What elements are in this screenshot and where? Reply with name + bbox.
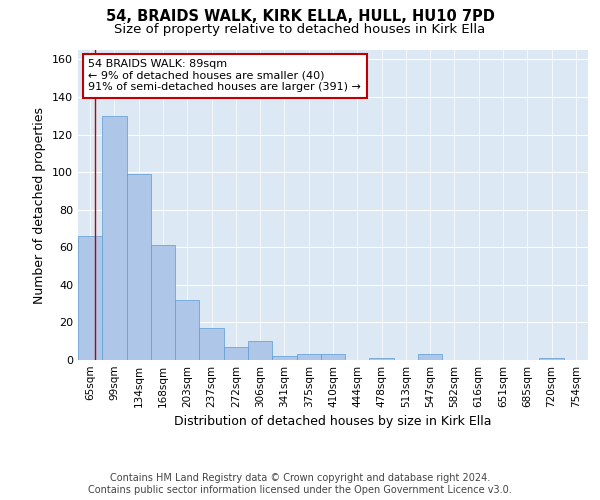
Bar — [127, 174, 151, 360]
X-axis label: Distribution of detached houses by size in Kirk Ella: Distribution of detached houses by size … — [174, 416, 492, 428]
Text: 54, BRAIDS WALK, KIRK ELLA, HULL, HU10 7PD: 54, BRAIDS WALK, KIRK ELLA, HULL, HU10 7… — [106, 9, 494, 24]
Bar — [248, 341, 272, 360]
Bar — [199, 328, 224, 360]
Text: Contains HM Land Registry data © Crown copyright and database right 2024.
Contai: Contains HM Land Registry data © Crown c… — [88, 474, 512, 495]
Bar — [321, 354, 345, 360]
Text: Size of property relative to detached houses in Kirk Ella: Size of property relative to detached ho… — [115, 22, 485, 36]
Bar — [418, 354, 442, 360]
Bar — [370, 358, 394, 360]
Bar — [539, 358, 564, 360]
Bar — [224, 347, 248, 360]
Text: 54 BRAIDS WALK: 89sqm
← 9% of detached houses are smaller (40)
91% of semi-detac: 54 BRAIDS WALK: 89sqm ← 9% of detached h… — [88, 60, 361, 92]
Bar — [175, 300, 199, 360]
Bar — [78, 236, 102, 360]
Bar — [296, 354, 321, 360]
Y-axis label: Number of detached properties: Number of detached properties — [34, 106, 46, 304]
Bar — [151, 246, 175, 360]
Bar — [102, 116, 127, 360]
Bar — [272, 356, 296, 360]
